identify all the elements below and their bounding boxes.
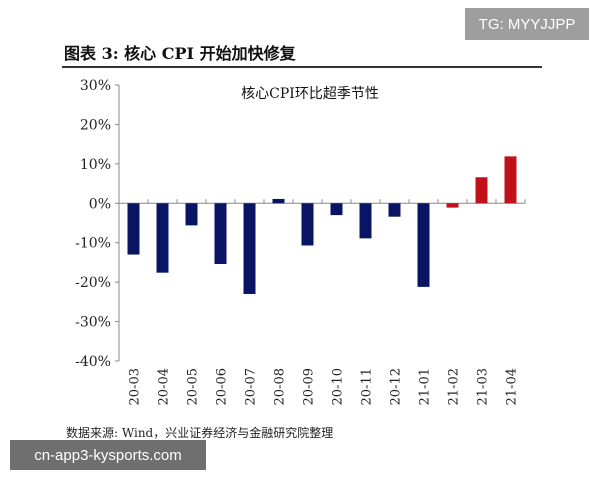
y-tick-label: -30%: [75, 315, 111, 331]
title-divider: [62, 66, 542, 68]
y-tick-label: 0%: [89, 196, 111, 212]
x-tick-label: 20-06: [215, 368, 230, 405]
bar-20-06: [214, 203, 227, 265]
x-tick-label: 20-10: [331, 368, 346, 405]
x-tick-label: 20-07: [244, 368, 259, 405]
chart-title: 核心CPI环比超季节性: [241, 86, 379, 102]
x-tick-label: 20-09: [302, 368, 317, 405]
bar-20-11: [359, 203, 372, 239]
x-tick-label: 20-04: [157, 368, 172, 405]
x-tick-label: 21-04: [505, 368, 520, 405]
x-tick-label: 21-03: [476, 368, 491, 405]
x-tick-label: 20-05: [186, 368, 201, 405]
x-tick-label: 20-12: [389, 368, 404, 405]
bar-20-03: [127, 203, 140, 255]
bar-21-02: [446, 203, 459, 208]
y-tick-label: 30%: [80, 78, 111, 94]
y-tick-label: -10%: [75, 236, 111, 252]
x-tick-label: 20-11: [360, 368, 375, 405]
x-tick-label: 21-01: [418, 368, 433, 405]
x-tick-label: 21-02: [447, 368, 462, 405]
x-tick-label: 20-08: [273, 368, 288, 405]
bar-20-12: [388, 203, 401, 217]
site-watermark: cn-app3-kysports.com: [10, 440, 206, 470]
watermark-tg: TG: MYYJJPP: [465, 8, 589, 40]
bar-20-10: [330, 203, 343, 216]
y-tick-label: 10%: [80, 157, 111, 173]
bar-20-07: [243, 203, 256, 294]
bar-20-05: [185, 203, 198, 226]
bar-20-09: [301, 203, 314, 246]
bar-20-04: [156, 203, 169, 273]
source-note: 数据来源: Wind，兴业证券经济与金融研究院整理: [66, 426, 334, 440]
bar-20-08: [272, 198, 285, 204]
bar-21-03: [475, 177, 488, 204]
y-tick-label: -20%: [75, 275, 111, 291]
bar-21-04: [504, 156, 517, 204]
y-tick-label: -40%: [75, 354, 111, 370]
y-tick-label: 20%: [80, 117, 111, 133]
x-tick-label: 20-03: [128, 368, 143, 405]
figure-title: 图表 3: 核心 CPI 开始加快修复: [64, 44, 296, 63]
bar-21-01: [417, 203, 430, 287]
